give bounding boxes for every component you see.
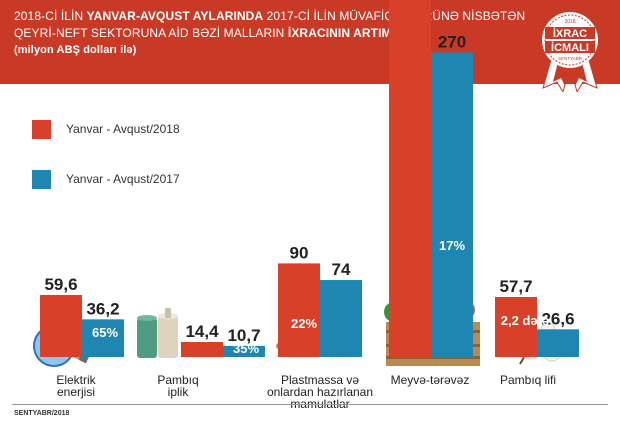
legend-swatch-2017 xyxy=(32,170,51,189)
footer-divider xyxy=(12,404,608,405)
value-label-cat-3-series-1: 90 xyxy=(290,243,309,262)
bar-cat-3-series-1 xyxy=(278,263,320,357)
bar-cat-2-series-1 xyxy=(181,342,223,357)
export-review-badge: 2018 İXRAC İCMALI SENTYABR xyxy=(542,12,598,92)
growth-label-cat-5: 2,2 dəfə xyxy=(501,313,549,328)
legend-label-2017: Yanvar - Avqust/2017 xyxy=(66,172,180,186)
growth-label-cat-4: 17% xyxy=(439,238,465,253)
title-line-2: QEYRİ-NEFT SEKTORUNA AİD BƏZİ MALLARIN İ… xyxy=(14,25,519,42)
bar-cat-1-series-2 xyxy=(82,319,124,357)
growth-label-cat-2: 35% xyxy=(233,341,259,356)
value-label-cat-4-series-2: 270 xyxy=(438,32,466,51)
value-label-cat-3-series-2: 74 xyxy=(332,260,351,279)
legend-swatch-2018 xyxy=(32,120,51,139)
bar-cat-5-series-1 xyxy=(495,296,537,357)
bars-layer xyxy=(40,0,579,358)
badge-month: SENTYABR xyxy=(558,56,583,61)
value-label-cat-2-series-1: 14,4 xyxy=(185,322,219,341)
category-label-cat-5-line-1: Pambıq lifi xyxy=(500,373,556,387)
value-label-cat-5-series-2: 26,6 xyxy=(541,309,574,328)
legend-label-2018: Yanvar - Avqust/2018 xyxy=(66,122,180,136)
growth-label-cat-3: 22% xyxy=(291,316,317,331)
bar-cat-3-series-2 xyxy=(320,280,362,357)
category-label-cat-2-line-2: iplik xyxy=(168,385,190,399)
footer-date: SENTYABR/2018 xyxy=(14,410,70,417)
bar-cat-4-series-1 xyxy=(389,0,431,358)
title-line-2-bold: İXRACININ ARTIMI xyxy=(287,26,396,40)
growth-label-cat-1: 65% xyxy=(92,325,118,340)
value-label-cat-2-series-2: 10,7 xyxy=(227,326,260,345)
title-line-2-start: QEYRİ-NEFT SEKTORUNA AİD BƏZİ MALLARIN xyxy=(14,26,288,40)
title-line-1-bold: YANVAR-AVQUST AYLARINDA xyxy=(86,9,264,23)
value-label-cat-1-series-2: 36,2 xyxy=(86,299,119,318)
badge-word-2: İCMALI xyxy=(551,41,589,54)
bar-cat-5-series-2 xyxy=(537,329,579,357)
bar-cat-1-series-1 xyxy=(40,295,82,357)
chart-title: 2018-Cİ İLİN YANVAR-AVQUST AYLARINDA 201… xyxy=(14,8,525,59)
category-label-cat-1-line-1: Elektrik xyxy=(56,373,96,387)
value-label-cat-1-series-1: 59,6 xyxy=(44,275,77,294)
header-band xyxy=(0,0,620,84)
badge-year: 2018 xyxy=(564,19,575,25)
category-label-cat-2-line-1: Pambıq xyxy=(157,373,198,387)
unit-label: (milyon ABŞ dolları ilə) xyxy=(14,44,137,56)
badge-ribbon-left-inner xyxy=(553,62,570,86)
badge-ribbon-right-inner xyxy=(570,62,587,86)
bar-cat-2-series-2 xyxy=(223,345,265,357)
badge-dashed-ring xyxy=(544,14,596,66)
category-label-cat-3-line-2: onlardan hazırlanan xyxy=(267,385,373,399)
category-label-cat-1-line-2: enerjisi xyxy=(57,385,95,399)
badge-outer-circle xyxy=(542,12,598,68)
bar-cat-4-series-2 xyxy=(431,52,473,358)
category-label-cat-4-line-1: Meyvə-tərəvəz xyxy=(391,373,470,387)
value-label-cat-5-series-1: 57,7 xyxy=(499,277,532,296)
badge-band-top xyxy=(545,27,595,39)
badge-band-bottom xyxy=(545,41,595,53)
yarn-spools-icon xyxy=(137,308,178,358)
badge-word-1: İXRAC xyxy=(553,27,587,40)
category-label-cat-3-line-1: Plastmassa və xyxy=(281,373,359,387)
title-line-1-start: 2018-Cİ İLİN xyxy=(14,9,87,23)
